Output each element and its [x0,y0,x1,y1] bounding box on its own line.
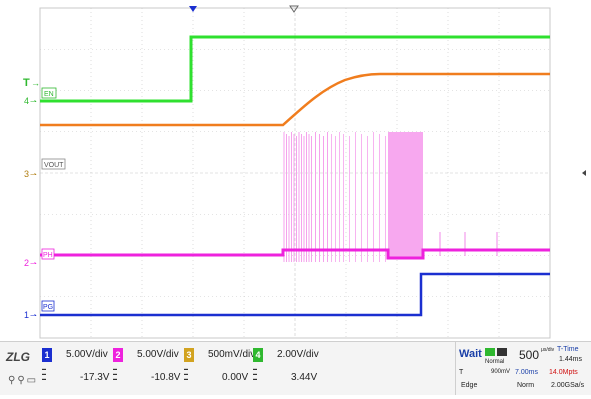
brand-logo: ZLG [6,350,30,364]
sample-rate: 2.00GSa/s [551,382,585,389]
channel2-offset: -10.8V [151,372,181,383]
en-label-box [41,87,57,99]
channel2-badge: 2 [113,348,123,362]
channel2-coupling: ▬ ▬ ▬ [113,366,117,381]
channel4-offset: 3.44V [291,372,318,383]
channel2-ground-marker[interactable]: 2 ⇀ [24,258,37,268]
channel3-scale: 500mV/div [208,349,256,360]
channel1-info[interactable]: 1 ▬ ▬ ▬ 5.00V/div -17.3V [42,346,142,390]
vout-label-box [41,158,66,170]
trigger-level[interactable]: 900mV [491,369,511,375]
en-label: EN [44,91,54,98]
horizontal-delay[interactable]: 7.00ms [515,369,538,376]
trigger-mode[interactable]: Normal [485,359,505,365]
right-edge-marker [582,170,586,176]
channel4-info[interactable]: 4 ▬ ▬ ▬ 2.00V/div 3.44V [253,346,353,390]
channel1-coupling: ▬ ▬ ▬ [42,366,46,381]
trigger-type[interactable]: Edge [461,382,478,389]
svg-text:2: 2 [24,258,29,268]
ph-dense-switching [388,132,423,259]
memory-depth: 14.0Mpts [549,369,578,376]
ph-label-box [41,248,55,260]
svg-text:⇀: ⇀ [30,311,37,320]
screen-icon[interactable]: ▭ [26,375,39,386]
panel-divider [455,342,456,395]
channel1-offset: -17.3V [80,372,110,383]
trigger-slope-icon [497,348,507,356]
acquisition-mode[interactable]: Norm [517,382,535,389]
center-time-marker [289,5,299,13]
channel4-badge: 4 [253,348,263,362]
timebase-unit: μs/div [541,347,555,353]
toolbar-icons[interactable]: ⚲⚲▭ [8,375,38,386]
trigger-label: T [459,369,464,376]
svg-text:1: 1 [24,310,29,320]
channel3-ground-marker[interactable]: 3 ⇀ [24,169,37,179]
trigger-position-marker[interactable] [189,6,197,12]
pg-label: PG [43,304,53,311]
channel3-badge: 3 [184,348,194,362]
channel4-ground-marker[interactable]: 4 ⇀ [24,96,37,106]
bottom-status-bar: ZLG ⚲⚲▭ 1 ▬ ▬ ▬ 5.00V/div -17.3V 2 ▬ ▬ ▬ 5.0… [0,341,591,395]
channel1-scale: 5.00V/div [66,349,108,360]
graticule [39,7,551,339]
channel3-info[interactable]: 3 ▬ ▬ ▬ 500mV/div 0.00V [184,346,284,390]
trigger-source-icon [485,348,495,356]
svg-text:⇀: ⇀ [30,97,37,106]
t-time-value: 1.44ms [559,356,582,363]
svg-text:⇀: ⇀ [30,170,37,179]
pg-label-box [41,300,55,312]
channel3-coupling: ▬ ▬ ▬ [184,366,188,381]
vout-trace [40,72,550,127]
ph-label: PH [43,252,53,259]
svg-text:⇀: ⇀ [30,259,37,268]
timebase-value[interactable]: 500 [519,348,540,362]
t-time-label: T-Time [557,346,579,353]
vout-label: VOUT [44,162,64,169]
channel4-coupling: ▬ ▬ ▬ [253,366,257,381]
channel3-offset: 0.00V [222,372,249,383]
pg-trace [40,272,550,317]
svg-text:4: 4 [24,96,29,106]
channel1-ground-marker[interactable]: 1 ⇀ [24,310,37,320]
search-icon[interactable]: ⚲ [17,375,27,386]
svg-text:→: → [31,78,40,88]
svg-text:3: 3 [24,169,29,179]
ph-switching-bursts [283,132,498,262]
channel4-scale: 2.00V/div [277,349,319,360]
run-state[interactable]: Wait [459,348,482,360]
zoom-icon[interactable]: ⚲ [8,375,18,386]
acquisition-status-panel[interactable]: Wait Normal T 900mV Edge 500 μs/div T-Ti… [455,342,591,395]
ph-trace [40,248,550,260]
trigger-level-marker[interactable]: T → [23,77,40,89]
channel2-scale: 5.00V/div [137,349,179,360]
svg-text:T: T [23,77,30,89]
channel1-badge: 1 [42,348,52,362]
channel2-info[interactable]: 2 ▬ ▬ ▬ 5.00V/div -10.8V [113,346,213,390]
en-trace [40,35,550,103]
